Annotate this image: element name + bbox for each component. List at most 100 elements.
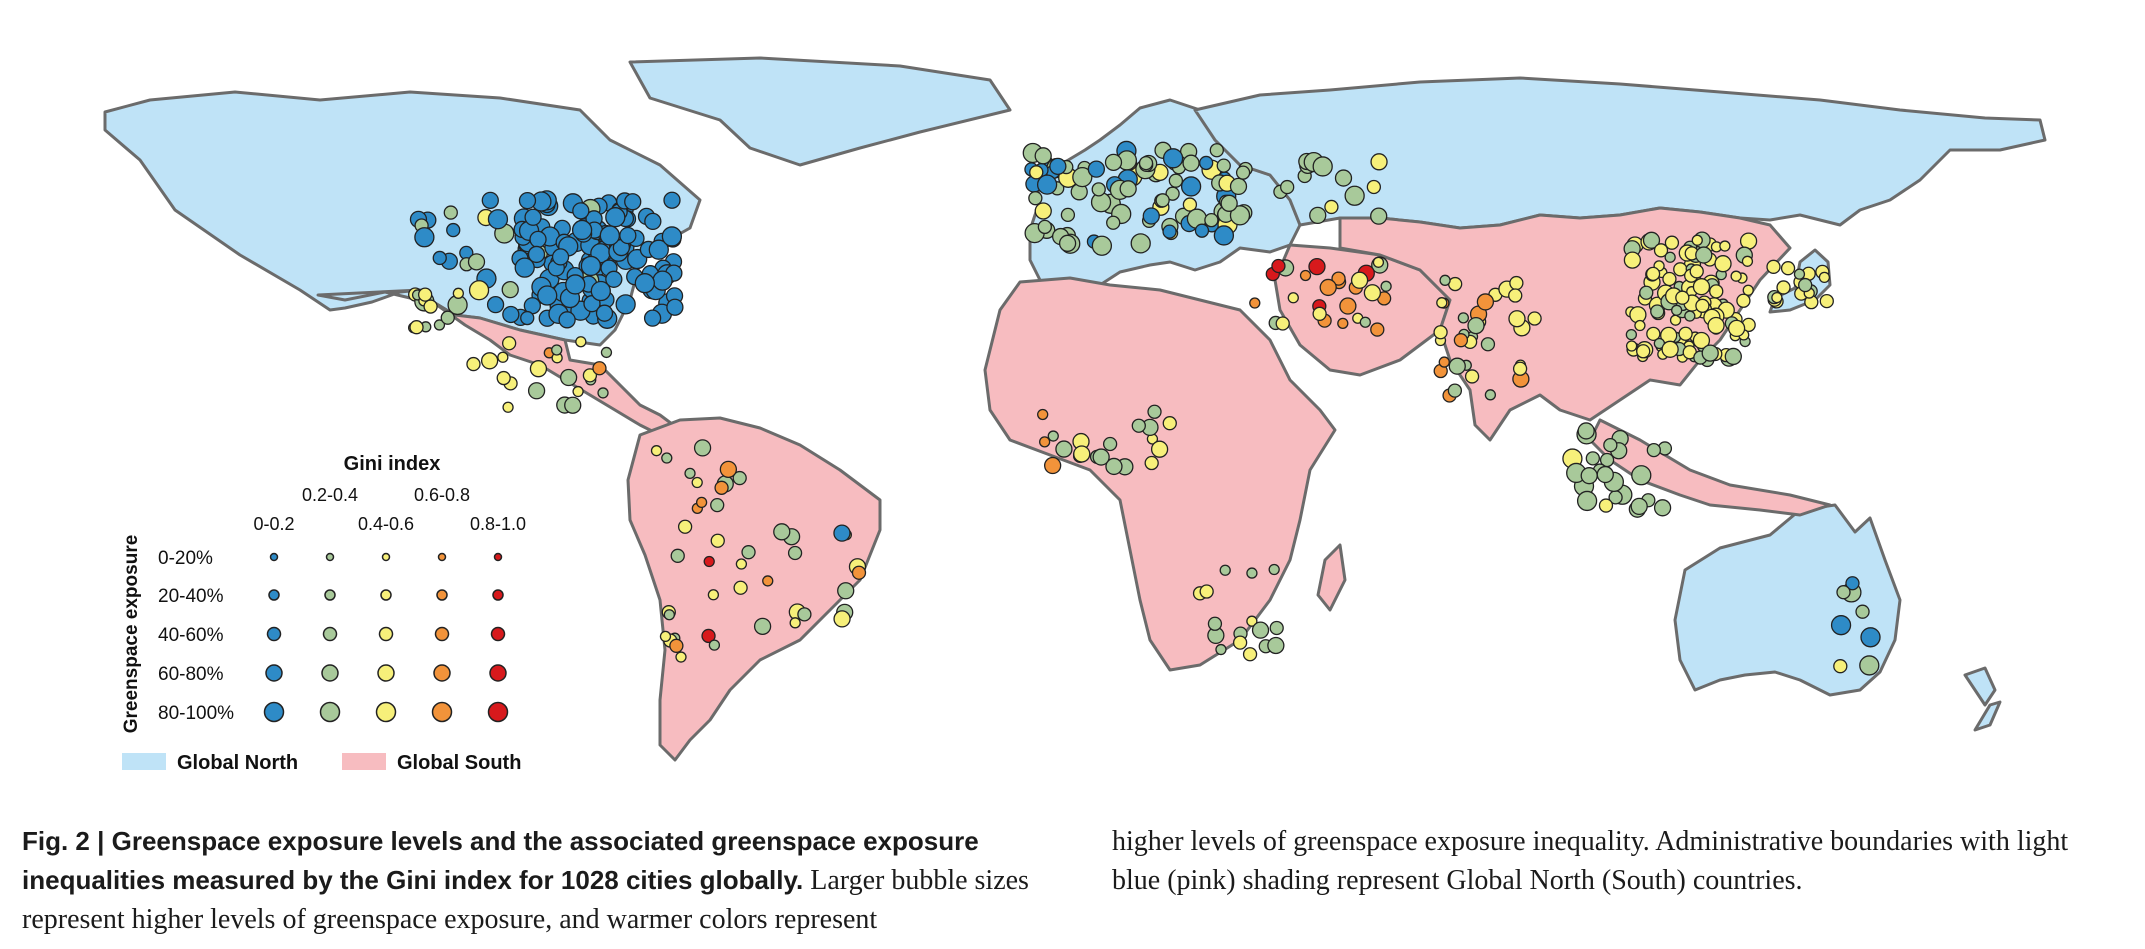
city-bubble xyxy=(1028,191,1043,206)
legend-exposure-row-label: 80-100% xyxy=(158,703,234,724)
city-bubble xyxy=(572,202,590,220)
city-bubble xyxy=(1199,584,1214,599)
city-bubble xyxy=(701,628,716,644)
city-bubble xyxy=(1180,176,1202,197)
city-bubble xyxy=(580,255,602,277)
legend-gini-category: 0.8-1.0 xyxy=(470,514,526,534)
city-bubble xyxy=(1577,422,1595,440)
city-bubble xyxy=(1631,465,1652,486)
city-bubble xyxy=(496,370,511,386)
city-bubble xyxy=(524,208,542,226)
legend-exposure-title: Greenspace exposure xyxy=(121,535,142,734)
legend-bubble xyxy=(433,664,451,682)
city-bubble xyxy=(634,273,655,294)
city-bubble xyxy=(663,191,681,209)
city-bubble xyxy=(1436,297,1448,309)
city-bubble xyxy=(1695,246,1713,264)
city-bubble xyxy=(1350,271,1369,289)
legend-region-swatch xyxy=(342,753,386,770)
city-bubble xyxy=(1771,291,1783,304)
city-bubble xyxy=(1130,233,1151,254)
city-bubble xyxy=(582,368,598,383)
city-bubble xyxy=(1155,193,1170,208)
city-bubble xyxy=(1819,293,1834,309)
city-bubble xyxy=(486,295,505,314)
legend-bubble xyxy=(269,552,279,562)
city-bubble xyxy=(1580,467,1598,485)
city-bubble xyxy=(605,207,626,228)
city-bubble xyxy=(1204,213,1219,228)
city-bubble xyxy=(527,382,546,400)
city-bubble xyxy=(1091,182,1106,197)
city-bubble xyxy=(615,294,636,315)
city-bubble xyxy=(1642,231,1661,249)
city-bubble xyxy=(1337,317,1349,330)
legend-gini-category: 0.6-0.8 xyxy=(414,485,470,505)
city-bubble xyxy=(1860,627,1881,648)
city-bubble xyxy=(1438,356,1450,368)
city-bubble xyxy=(624,193,642,211)
city-bubble xyxy=(677,519,693,534)
legend-bubble xyxy=(437,552,447,562)
city-bubble xyxy=(1199,155,1214,171)
city-bubble xyxy=(693,439,712,457)
city-bubble xyxy=(1453,333,1469,348)
city-bubble xyxy=(1060,207,1076,223)
city-bubble xyxy=(1043,456,1062,475)
city-bubble xyxy=(1102,436,1118,452)
city-bubble xyxy=(409,320,424,335)
city-bubble xyxy=(572,385,584,398)
city-bubble xyxy=(1229,177,1248,196)
city-bubble xyxy=(559,368,578,387)
city-bubble xyxy=(1271,258,1286,274)
legend-bubble xyxy=(489,664,507,682)
legend-bubble xyxy=(487,701,509,723)
city-bubble xyxy=(1280,179,1295,195)
caption-fig-label: Fig. 2 | xyxy=(22,826,112,856)
city-bubble xyxy=(501,281,519,299)
city-bubbles-layer xyxy=(407,140,1881,676)
city-bubble xyxy=(1249,297,1261,309)
city-bubble xyxy=(837,582,855,600)
city-bubble xyxy=(666,298,684,316)
city-bubble xyxy=(1653,243,1669,258)
city-bubble xyxy=(661,226,683,247)
city-bubble xyxy=(565,274,586,295)
city-bubble xyxy=(551,248,570,266)
city-bubble xyxy=(1209,143,1224,158)
city-bubble xyxy=(1509,275,1524,291)
city-bubble xyxy=(1087,160,1106,178)
legend-bubble xyxy=(381,552,391,562)
legend-bubble xyxy=(324,589,336,601)
city-bubble xyxy=(1714,255,1732,273)
city-bubble xyxy=(433,319,446,331)
legend-gini-title: Gini index xyxy=(344,453,441,475)
city-bubble xyxy=(670,548,685,563)
city-bubble xyxy=(741,545,756,560)
legend-exposure-row-label: 60-80% xyxy=(158,664,224,685)
region-new-zealand xyxy=(1963,666,2002,732)
city-bubble xyxy=(599,225,620,246)
legend-bubble xyxy=(375,701,397,723)
city-bubble xyxy=(497,351,509,363)
legend-bubble xyxy=(431,701,453,723)
city-bubble xyxy=(1131,418,1146,433)
legend-bubble xyxy=(265,664,283,682)
city-bubble xyxy=(675,651,687,663)
city-bubble xyxy=(1269,620,1284,636)
city-bubble xyxy=(1142,207,1160,225)
city-bubble xyxy=(595,304,614,322)
region-madagascar xyxy=(1316,543,1347,612)
city-bubble xyxy=(1596,465,1614,484)
city-bubble xyxy=(1049,157,1067,175)
city-bubble xyxy=(1267,636,1285,655)
legend-region-label: Global North xyxy=(177,752,298,774)
city-bubble xyxy=(1207,616,1223,631)
city-bubble xyxy=(1701,344,1719,362)
legend-bubble xyxy=(490,626,506,642)
city-bubble xyxy=(1719,240,1731,252)
city-bubble xyxy=(1845,576,1860,591)
legend-exposure-row-label: 0-20% xyxy=(158,548,213,569)
city-bubble xyxy=(558,311,576,329)
city-bubble xyxy=(1476,293,1495,311)
